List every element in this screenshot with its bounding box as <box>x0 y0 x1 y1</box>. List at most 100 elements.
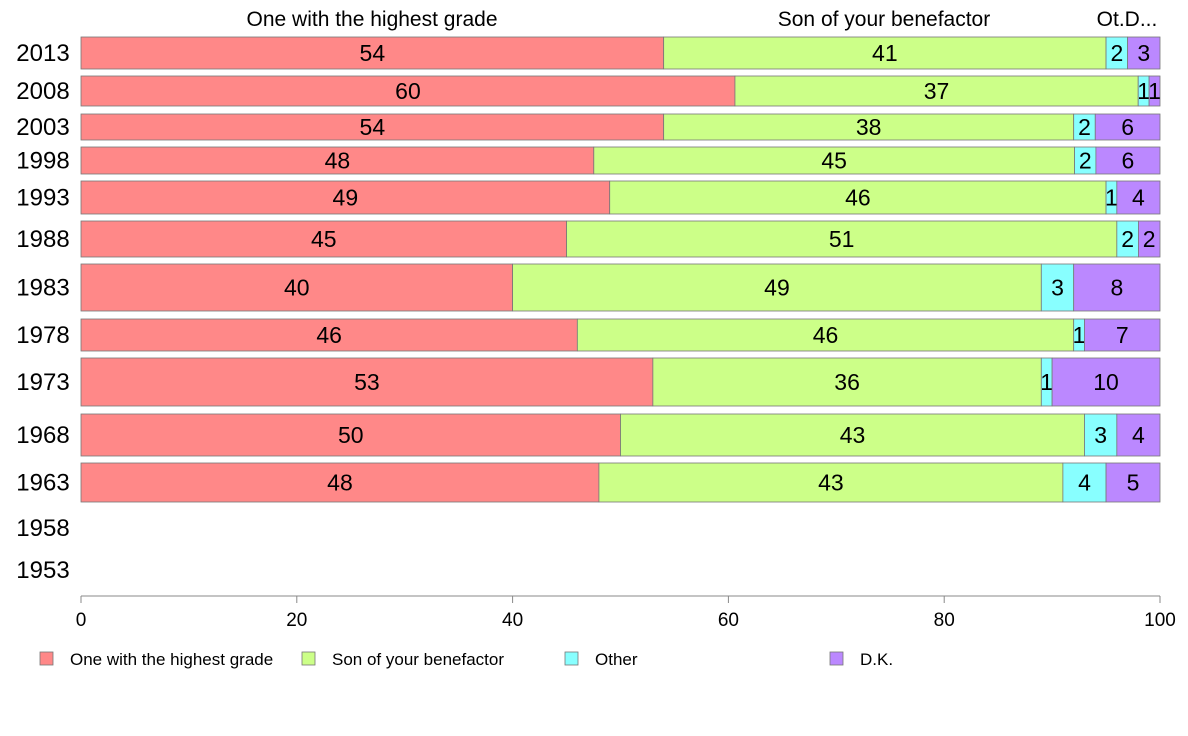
bar-segment <box>80 413 621 457</box>
bar-segment <box>663 36 1107 70</box>
data-label: 1 <box>1040 369 1053 395</box>
data-label: 2 <box>1079 148 1092 174</box>
data-label: 49 <box>333 185 359 211</box>
data-label: 36 <box>834 369 860 395</box>
bar-segment <box>1116 413 1161 457</box>
data-label: 49 <box>764 275 790 301</box>
year-label: 1963 <box>16 470 69 497</box>
legend-swatch <box>829 651 844 666</box>
top-label: Ot.D... <box>1097 8 1158 31</box>
data-label: 4 <box>1132 422 1145 448</box>
legend-label: Other <box>595 650 638 669</box>
top-labels: One with the highest grade Son of your be… <box>247 8 1158 31</box>
data-label: 2 <box>1078 114 1091 140</box>
data-label: 4 <box>1132 185 1145 211</box>
data-label: 54 <box>360 114 386 140</box>
data-label: 8 <box>1110 275 1123 301</box>
bar-segment <box>1148 75 1161 107</box>
data-label: 2 <box>1121 226 1134 252</box>
year-label: 1998 <box>16 148 69 175</box>
year-label: 1983 <box>16 275 69 302</box>
bar-segment <box>734 75 1139 107</box>
data-label: 37 <box>924 78 950 104</box>
data-label: 45 <box>311 226 337 252</box>
bar-segment <box>80 36 665 70</box>
x-tick-label: 40 <box>502 610 523 631</box>
data-label: 46 <box>316 322 342 348</box>
bar-segment <box>80 357 654 407</box>
data-label: 54 <box>360 40 386 66</box>
data-label: 41 <box>872 40 898 66</box>
year-label: 1978 <box>16 322 69 349</box>
bar-segment <box>576 318 1075 352</box>
data-label: 2 <box>1110 40 1123 66</box>
year-label: 1993 <box>16 185 69 212</box>
data-label: 40 <box>284 275 310 301</box>
top-label: Son of your benefactor <box>778 8 990 31</box>
bar-segment <box>609 180 1107 215</box>
data-label: 3 <box>1051 275 1064 301</box>
data-label: 48 <box>327 470 353 496</box>
data-label: 6 <box>1121 114 1134 140</box>
data-label: 2 <box>1143 226 1156 252</box>
bar-segment <box>1116 180 1161 215</box>
data-label: 5 <box>1127 470 1140 496</box>
legend-label: One with the highest grade <box>70 650 273 669</box>
bar-segment <box>1094 113 1161 141</box>
data-label: 1 <box>1137 78 1150 104</box>
data-label: 10 <box>1093 369 1119 395</box>
bar-segment <box>80 146 595 175</box>
bar-segment <box>652 357 1042 407</box>
bar-segment <box>620 413 1085 457</box>
legend-swatch <box>39 651 54 666</box>
data-label: 3 <box>1137 40 1150 66</box>
bar-segment <box>1084 413 1118 457</box>
data-label: 60 <box>395 78 421 104</box>
bar-segment <box>1051 357 1161 407</box>
bar-segment <box>1127 36 1161 70</box>
bar-segment <box>80 220 567 258</box>
x-axis: 0 20 40 60 80 100 <box>76 595 1176 631</box>
data-label: 1 <box>1073 322 1086 348</box>
x-tick-label: 20 <box>286 610 307 631</box>
bar-segment <box>1084 318 1161 352</box>
bar-segment <box>1095 146 1161 175</box>
data-label: 6 <box>1122 148 1135 174</box>
year-label: 1958 <box>16 515 69 542</box>
data-label: 43 <box>818 470 844 496</box>
bar-segment <box>593 146 1075 175</box>
legend-label: D.K. <box>860 650 893 669</box>
data-label: 50 <box>338 422 364 448</box>
bar-segment <box>80 180 611 215</box>
x-tick-label: 0 <box>76 610 87 631</box>
data-label: 4 <box>1078 470 1091 496</box>
year-label: 1968 <box>16 422 69 449</box>
bar-segment <box>80 263 514 312</box>
bar-segment <box>1062 462 1107 503</box>
year-label: 2008 <box>16 78 69 105</box>
legend-swatch <box>564 651 579 666</box>
bar-segment <box>598 462 1064 503</box>
bar-segment <box>80 75 736 107</box>
data-label: 7 <box>1116 322 1129 348</box>
legend-swatch <box>301 651 316 666</box>
bar-segment <box>566 220 1118 258</box>
data-label: 46 <box>813 322 839 348</box>
year-label: 2013 <box>16 40 69 67</box>
bar-segment <box>80 113 665 141</box>
data-label: 45 <box>821 148 847 174</box>
legend-label: Son of your benefactor <box>332 650 504 669</box>
bar-segment <box>1138 220 1161 258</box>
x-tick-label: 100 <box>1144 610 1176 631</box>
year-label: 2003 <box>16 114 69 141</box>
bar-segment <box>663 113 1075 141</box>
data-label: 38 <box>856 114 882 140</box>
bar-segment <box>512 263 1042 312</box>
year-label: 1988 <box>16 226 69 253</box>
data-label: 51 <box>829 226 855 252</box>
data-label: 53 <box>354 369 380 395</box>
data-label: 43 <box>840 422 866 448</box>
data-label: 48 <box>325 148 351 174</box>
year-label: 1953 <box>16 557 69 584</box>
